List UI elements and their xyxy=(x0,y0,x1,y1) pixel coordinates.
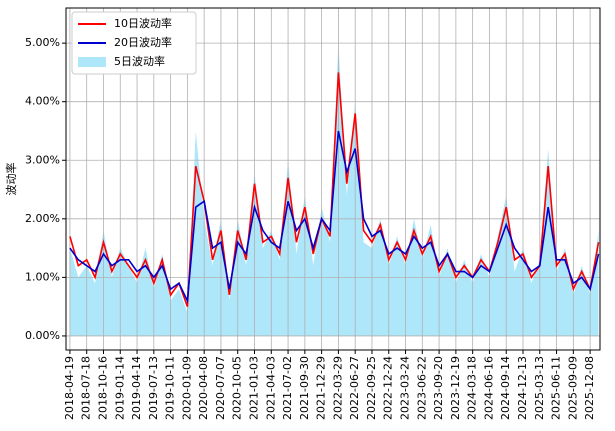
x-tick-label: 2024-09-14 xyxy=(499,356,512,420)
legend-label: 20日波动率 xyxy=(114,35,172,49)
x-tick-label: 2020-04-08 xyxy=(197,356,210,420)
x-tick-label: 2020-01-09 xyxy=(180,356,193,420)
x-tick-label: 2021-09-30 xyxy=(298,356,311,420)
x-tick-label: 2022-06-27 xyxy=(348,356,361,420)
x-tick-label: 2021-01-03 xyxy=(248,356,261,420)
x-tick-label: 2020-07-07 xyxy=(214,356,227,420)
x-tick-label: 2023-06-22 xyxy=(415,356,428,420)
legend-swatch xyxy=(78,57,106,67)
x-tick-label: 2023-12-19 xyxy=(449,356,462,420)
legend-label: 10日波动率 xyxy=(114,16,172,30)
x-tick-label: 2022-03-29 xyxy=(331,356,344,420)
x-tick-label: 2022-12-24 xyxy=(382,356,395,420)
x-tick-label: 2022-09-25 xyxy=(365,356,378,420)
x-tick-label: 2025-09-09 xyxy=(566,356,579,420)
x-tick-label: 2019-04-14 xyxy=(130,356,143,420)
y-tick-label: 1.00% xyxy=(25,270,60,283)
x-tick-label: 2019-10-11 xyxy=(164,356,177,420)
x-tick-label: 2019-01-14 xyxy=(113,356,126,420)
x-tick-label: 2025-12-08 xyxy=(583,356,596,420)
x-tick-label: 2019-07-13 xyxy=(147,356,160,420)
x-tick-label: 2025-03-13 xyxy=(533,356,546,420)
y-tick-label: 5.00% xyxy=(25,36,60,49)
legend-label: 5日波动率 xyxy=(114,54,165,68)
x-tick-label: 2023-09-20 xyxy=(432,356,445,420)
x-tick-label: 2021-07-02 xyxy=(281,356,294,420)
x-tick-label: 2021-04-03 xyxy=(264,356,277,420)
x-tick-label: 2021-12-29 xyxy=(315,356,328,420)
x-tick-label: 2018-10-16 xyxy=(96,356,109,420)
x-tick-label: 2024-03-18 xyxy=(466,356,479,420)
line xyxy=(69,130,600,304)
y-tick-label: 0.00% xyxy=(25,329,60,342)
x-tick-label: 2018-07-18 xyxy=(80,356,93,420)
y-tick-label: 3.00% xyxy=(25,153,60,166)
x-tick-label: 2020-10-05 xyxy=(231,356,244,420)
x-tick-label: 2024-12-13 xyxy=(516,356,529,420)
x-tick-label: 2023-03-24 xyxy=(399,356,412,420)
y-tick-label: 4.00% xyxy=(25,95,60,108)
y-tick-label: 2.00% xyxy=(25,212,60,225)
x-tick-label: 2018-04-19 xyxy=(63,356,76,420)
plot-frame xyxy=(65,7,601,351)
x-tick-label: 2024-06-16 xyxy=(482,356,495,420)
x-tick-label: 2025-06-11 xyxy=(550,356,563,420)
y-axis-label: 波动率 xyxy=(4,163,18,196)
